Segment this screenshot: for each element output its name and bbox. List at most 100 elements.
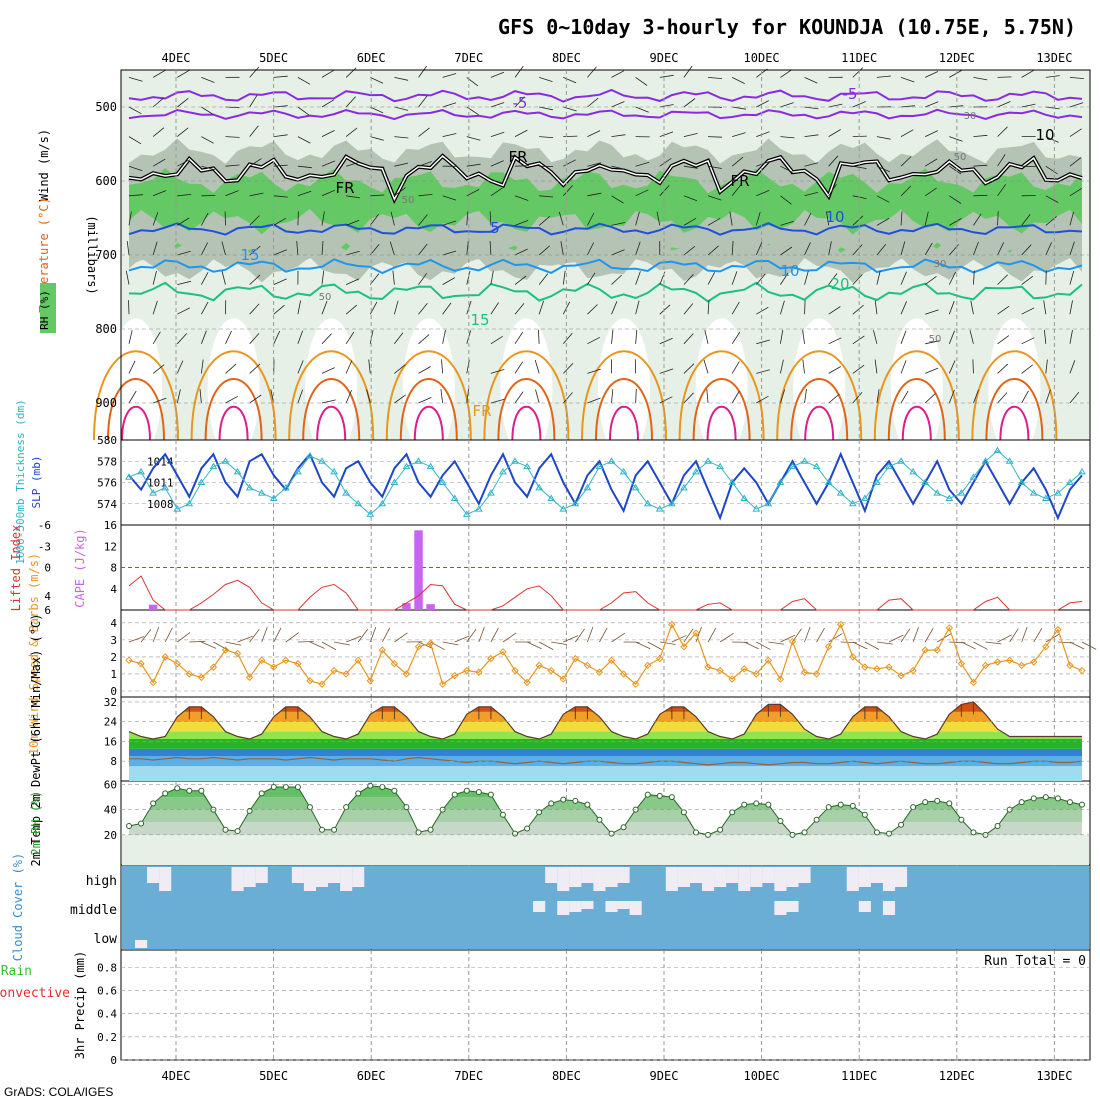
wind-barb xyxy=(418,95,428,108)
wind-barb xyxy=(389,241,395,256)
wind-barb xyxy=(1069,300,1073,315)
wind-barb xyxy=(683,98,696,108)
y-axis-label-thickness: 1000-500mb Thickness (dm) xyxy=(14,399,27,565)
wind-barb xyxy=(901,105,916,108)
wind-barb xyxy=(876,195,890,203)
contour-label: FR xyxy=(508,148,527,166)
rh-marker xyxy=(1042,794,1049,801)
wind-barb-10m xyxy=(1021,626,1028,643)
rh-marker xyxy=(222,826,229,833)
wind-barb xyxy=(418,243,428,256)
rh-dry-cell xyxy=(110,318,162,459)
wind-barb xyxy=(466,136,481,141)
contour-30-loop xyxy=(511,405,542,441)
wind-barb xyxy=(562,363,574,374)
wind-barb xyxy=(755,273,766,285)
wind-barb-10m xyxy=(189,640,206,643)
wind-barb-10m xyxy=(538,641,554,651)
wind-barb xyxy=(1069,391,1080,404)
x-tick-label-bottom: 4DEC xyxy=(162,1069,191,1083)
rh-marker xyxy=(765,801,772,808)
wind-barb xyxy=(997,392,1008,404)
wind-barb xyxy=(828,337,842,345)
y-tick-label: -6 xyxy=(38,519,51,532)
wind-barb-10m xyxy=(394,632,408,643)
wind-barb xyxy=(346,161,360,167)
rh-band-gray-2 xyxy=(129,208,1082,268)
wind-barb xyxy=(562,270,566,285)
wind-barb xyxy=(1069,329,1073,344)
cloud-clear-high xyxy=(340,867,353,891)
rh-marker xyxy=(524,825,531,832)
wind-barb xyxy=(973,77,988,81)
wind-barb xyxy=(539,77,553,82)
x-tick-label-top: 4DEC xyxy=(162,51,191,65)
contour-20-loop xyxy=(971,350,1058,441)
rh-marker xyxy=(475,789,482,796)
wind-barb xyxy=(225,136,240,138)
wind-barb xyxy=(973,194,988,197)
thickness-marker xyxy=(788,462,797,470)
thickness-marker xyxy=(836,489,845,496)
contour-30-loop xyxy=(999,405,1030,441)
contour-20-loop xyxy=(93,350,179,441)
cloud-clear-high xyxy=(762,867,775,883)
wind-barb xyxy=(611,301,618,315)
wind-barb-10m xyxy=(599,627,608,643)
rh-marker xyxy=(162,790,169,797)
wind-speed-marker xyxy=(957,660,966,668)
wind-barb xyxy=(128,360,136,374)
wind-barb-10m xyxy=(864,641,880,650)
wind-speed-marker xyxy=(861,663,869,671)
wind-barb-10m xyxy=(345,635,362,643)
wind-barb xyxy=(780,102,794,108)
wind-barb xyxy=(490,102,505,108)
wind-speed-marker xyxy=(233,649,242,658)
wind-speed-marker xyxy=(933,646,941,654)
wind-barb xyxy=(321,240,324,256)
wind-speed-marker xyxy=(294,660,302,668)
wind-barb xyxy=(370,165,385,168)
wind-barb xyxy=(321,300,328,315)
wind-speed-marker xyxy=(619,670,628,678)
rh-marker xyxy=(849,802,856,809)
y-tick-label: 16 xyxy=(104,735,117,748)
wind-speed-marker xyxy=(161,653,169,661)
rh-marker xyxy=(584,801,591,808)
wind-barb-10m xyxy=(466,628,477,643)
wind-barb xyxy=(707,195,722,201)
wind-barb xyxy=(683,65,693,78)
wind-barb xyxy=(345,127,358,137)
wind-barb-10m xyxy=(285,632,300,643)
wind-barb xyxy=(538,273,549,285)
wind-speed-marker xyxy=(909,666,917,675)
wind-barb xyxy=(368,359,371,374)
wind-barb xyxy=(201,106,214,115)
wind-barb xyxy=(514,303,525,315)
rh-marker xyxy=(282,784,289,791)
wind-barb xyxy=(297,77,311,85)
contour-label: 10 xyxy=(1035,126,1054,144)
wind-barb xyxy=(876,75,891,78)
thickness-marker xyxy=(209,462,218,470)
wind-barb xyxy=(611,389,614,404)
thickness-marker xyxy=(185,499,194,507)
wind-barb xyxy=(611,134,626,137)
wind-barb xyxy=(973,134,988,137)
temp-band xyxy=(129,748,1082,757)
wind-barb xyxy=(1045,75,1060,78)
cloud-clear-high xyxy=(750,867,763,887)
wind-barb xyxy=(876,165,890,173)
wind-barb xyxy=(683,217,697,226)
rh-dry-cell xyxy=(793,318,846,459)
wind-barb xyxy=(345,360,353,374)
wind-barb xyxy=(273,278,287,285)
wind-barb xyxy=(177,69,190,78)
rh-marker xyxy=(463,787,470,794)
wind-barb xyxy=(804,134,819,137)
wind-barb xyxy=(852,304,864,315)
wind-speed-marker xyxy=(595,668,604,676)
panel-frame xyxy=(120,949,1091,1061)
wind-barb xyxy=(876,136,891,140)
contour-5 xyxy=(128,222,1083,236)
